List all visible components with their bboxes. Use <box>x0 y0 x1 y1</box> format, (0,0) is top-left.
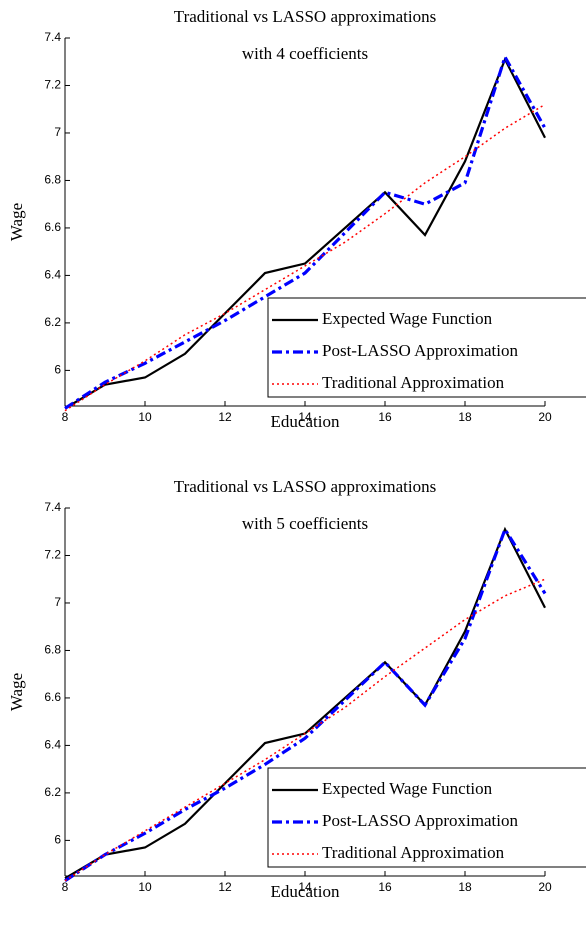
y-tick-label: 6 <box>54 363 61 377</box>
series-line <box>64 525 547 883</box>
series-line <box>64 52 547 410</box>
y-tick-label: 6.6 <box>44 220 61 234</box>
y-axis-label: Wage <box>7 203 26 241</box>
legend-label: Post-LASSO Approximation <box>322 341 518 360</box>
x-tick-label: 18 <box>458 410 472 424</box>
y-tick-label: 6.2 <box>44 785 61 799</box>
y-tick-label: 7.2 <box>44 78 61 92</box>
x-tick-label: 12 <box>218 410 232 424</box>
legend-box <box>267 297 586 398</box>
chart-title: Traditional vs LASSO approximations <box>174 477 436 496</box>
x-tick-label: 18 <box>458 880 472 894</box>
series-line <box>64 56 546 410</box>
legend-label: Traditional Approximation <box>322 843 505 862</box>
legend-label: Post-LASSO Approximation <box>322 811 518 830</box>
series-line <box>64 578 546 882</box>
y-tick-label: 6 <box>54 833 61 847</box>
chart-title: Traditional vs LASSO approximations <box>174 7 436 26</box>
x-tick-label: 20 <box>538 410 552 424</box>
x-tick-label: 8 <box>62 410 69 424</box>
chart-title: with 5 coefficients <box>242 514 368 533</box>
x-tick-label: 16 <box>378 880 392 894</box>
y-tick-label: 7 <box>54 595 61 609</box>
x-tick-label: 8 <box>62 880 69 894</box>
series-line <box>64 103 546 412</box>
x-tick-label: 12 <box>218 880 232 894</box>
x-tick-label: 14 <box>298 410 312 424</box>
x-tick-label: 14 <box>298 880 312 894</box>
x-tick-label: 10 <box>138 410 152 424</box>
chart-title: with 4 coefficients <box>242 44 368 63</box>
x-tick-label: 16 <box>378 410 392 424</box>
y-tick-label: 7.2 <box>44 548 61 562</box>
legend-label: Expected Wage Function <box>322 309 493 328</box>
y-tick-label: 7.4 <box>44 500 61 514</box>
y-tick-label: 6.6 <box>44 690 61 704</box>
y-tick-label: 7 <box>54 125 61 139</box>
y-tick-label: 7.4 <box>44 30 61 44</box>
legend-label: Traditional Approximation <box>322 373 505 392</box>
legend-box <box>267 767 586 868</box>
x-axis-label: Education <box>271 882 340 901</box>
y-tick-label: 6.8 <box>44 173 61 187</box>
y-tick-label: 6.4 <box>44 268 61 282</box>
legend-label: Expected Wage Function <box>322 779 493 798</box>
y-tick-label: 6.2 <box>44 315 61 329</box>
y-tick-label: 6.8 <box>44 643 61 657</box>
y-tick-label: 6.4 <box>44 738 61 752</box>
x-tick-label: 20 <box>538 880 552 894</box>
x-axis-label: Education <box>271 412 340 431</box>
x-tick-label: 10 <box>138 880 152 894</box>
y-axis-label: Wage <box>7 673 26 711</box>
